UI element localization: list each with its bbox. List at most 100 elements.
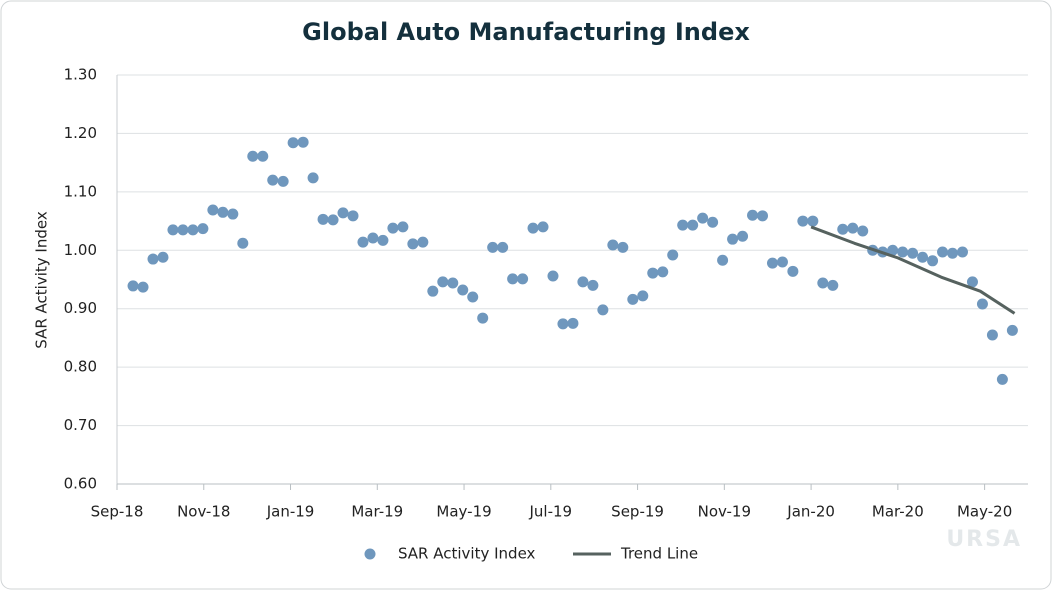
- data-point: [837, 223, 849, 235]
- data-point: [227, 208, 239, 220]
- data-point: [437, 276, 449, 288]
- x-tick-label: Mar-19: [351, 503, 403, 521]
- x-tick-label: Sep-18: [91, 503, 144, 521]
- data-point: [847, 222, 859, 234]
- data-point: [297, 136, 309, 148]
- data-point: [947, 247, 959, 259]
- data-point: [567, 317, 579, 329]
- x-tick-label: Jul-19: [529, 503, 573, 521]
- data-point: [766, 257, 778, 269]
- data-point: [517, 273, 529, 285]
- data-point: [507, 273, 519, 285]
- data-point: [267, 174, 279, 186]
- data-point: [597, 304, 609, 316]
- data-point: [347, 210, 359, 222]
- data-point: [497, 241, 509, 253]
- data-point: [787, 265, 799, 277]
- y-tick-label: 1.00: [64, 241, 97, 259]
- data-point: [907, 247, 919, 259]
- data-point: [827, 279, 839, 291]
- data-point: [557, 318, 569, 330]
- chart-title: Global Auto Manufacturing Index: [302, 18, 750, 46]
- data-point: [207, 204, 219, 216]
- data-point: [407, 238, 419, 250]
- data-point: [647, 267, 659, 279]
- data-point: [327, 214, 339, 226]
- data-point: [177, 224, 189, 236]
- y-tick-label: 1.30: [64, 66, 97, 84]
- data-point: [857, 225, 869, 237]
- data-point: [307, 172, 319, 184]
- x-tick-label: May-19: [436, 503, 491, 521]
- x-tick-label: Nov-18: [177, 503, 230, 521]
- y-axis-label: SAR Activity Index: [33, 211, 51, 349]
- data-point: [897, 246, 909, 258]
- data-point: [937, 246, 949, 258]
- data-point: [727, 233, 739, 245]
- data-point: [677, 219, 689, 231]
- data-point: [337, 207, 349, 219]
- data-point: [547, 270, 559, 282]
- data-point: [687, 219, 699, 231]
- data-point: [417, 236, 429, 248]
- data-point: [137, 281, 149, 293]
- data-point: [637, 290, 649, 302]
- data-point: [257, 150, 269, 162]
- data-point: [717, 254, 729, 266]
- data-point: [387, 222, 399, 234]
- data-point: [776, 256, 788, 268]
- data-point: [797, 215, 809, 227]
- data-point: [287, 137, 299, 149]
- y-tick-label: 1.10: [64, 182, 97, 200]
- data-point: [247, 150, 259, 162]
- data-point: [577, 276, 589, 288]
- trend-line: [810, 225, 1016, 315]
- data-point: [986, 329, 998, 341]
- x-tick-label: Mar-20: [872, 503, 924, 521]
- data-point: [237, 237, 249, 249]
- data-point: [167, 224, 179, 236]
- data-point: [457, 284, 469, 296]
- data-point: [357, 236, 369, 248]
- data-point: [627, 293, 639, 305]
- data-point: [527, 222, 539, 234]
- data-point: [427, 285, 439, 297]
- data-point: [747, 209, 759, 221]
- y-tick-label: 0.70: [64, 416, 97, 434]
- data-point: [397, 221, 409, 233]
- data-point: [317, 213, 329, 225]
- data-point: [927, 255, 939, 267]
- data-point: [157, 251, 169, 263]
- x-tick-label: Jan-19: [266, 503, 315, 521]
- data-point: [587, 279, 599, 291]
- data-point: [277, 175, 289, 187]
- y-tick-label: 0.90: [64, 299, 97, 317]
- data-point: [657, 266, 669, 278]
- data-point: [707, 216, 719, 228]
- data-point: [377, 234, 389, 246]
- data-point: [807, 215, 819, 227]
- watermark: URSA: [946, 527, 1022, 552]
- data-point: [467, 291, 479, 303]
- data-point: [966, 276, 978, 288]
- y-tick-label: 0.60: [64, 475, 97, 493]
- data-point: [976, 298, 988, 310]
- legend-marker: [364, 548, 376, 560]
- data-point: [447, 277, 459, 289]
- data-point: [617, 241, 629, 253]
- legend-label: Trend Line: [620, 545, 698, 563]
- data-point: [1006, 324, 1018, 336]
- y-tick-label: 1.20: [64, 124, 97, 142]
- data-point: [367, 232, 379, 244]
- data-point: [887, 244, 899, 256]
- data-point: [956, 246, 968, 258]
- x-tick-label: Jan-20: [786, 503, 835, 521]
- data-point: [477, 312, 489, 324]
- legend-label: SAR Activity Index: [398, 545, 536, 563]
- data-point: [537, 221, 549, 233]
- data-point: [817, 277, 829, 289]
- data-point: [487, 241, 499, 253]
- data-point: [697, 212, 709, 224]
